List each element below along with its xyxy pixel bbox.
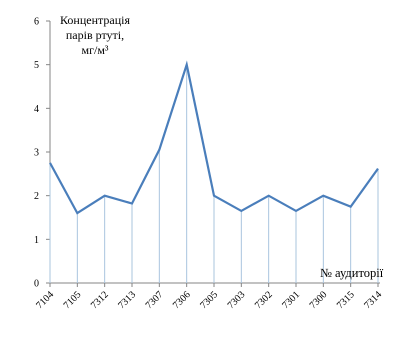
- x-tick-label: 7302: [253, 289, 275, 311]
- x-tick-label: 7303: [226, 289, 248, 311]
- x-tick-label: 7314: [362, 289, 384, 311]
- x-tick-label: 7306: [171, 289, 193, 311]
- x-tick-label: 7307: [144, 289, 166, 311]
- y-tick-label: 2: [34, 191, 39, 202]
- y-axis-label-line: парів ртуті,: [66, 28, 124, 42]
- y-tick-label: 6: [34, 17, 39, 28]
- y-axis-label-line: Концентрація: [60, 13, 130, 27]
- y-tick-labels: 0 1 2 3 4 5 6: [34, 17, 39, 290]
- series: [49, 60, 379, 215]
- y-tick-label: 0: [34, 279, 39, 290]
- x-tick-label: 7301: [280, 289, 302, 311]
- y-tick-label: 3: [34, 148, 39, 159]
- series-line: [49, 60, 379, 215]
- x-tick-label: 7305: [198, 289, 220, 311]
- y-axis-label-line: мг/м³: [81, 43, 108, 57]
- x-tick-label: 7315: [335, 289, 357, 311]
- x-tick-label: 7312: [89, 289, 111, 311]
- x-tick-label: 7104: [34, 289, 56, 311]
- y-tick-label: 4: [34, 104, 39, 115]
- x-tick-label: 7105: [62, 289, 84, 311]
- x-axis-label: № аудиторії: [320, 266, 384, 280]
- x-tick-label: 7313: [116, 289, 138, 311]
- y-tick-label: 5: [34, 60, 39, 71]
- x-tick-labels: 7104 7105 7312 7313 7307 7306 7305 7303 7302 7301…: [34, 289, 384, 311]
- y-tick-label: 1: [34, 235, 39, 246]
- axes: [46, 20, 380, 287]
- x-tick-label: 7300: [308, 289, 330, 311]
- drop-lines: [49, 64, 379, 283]
